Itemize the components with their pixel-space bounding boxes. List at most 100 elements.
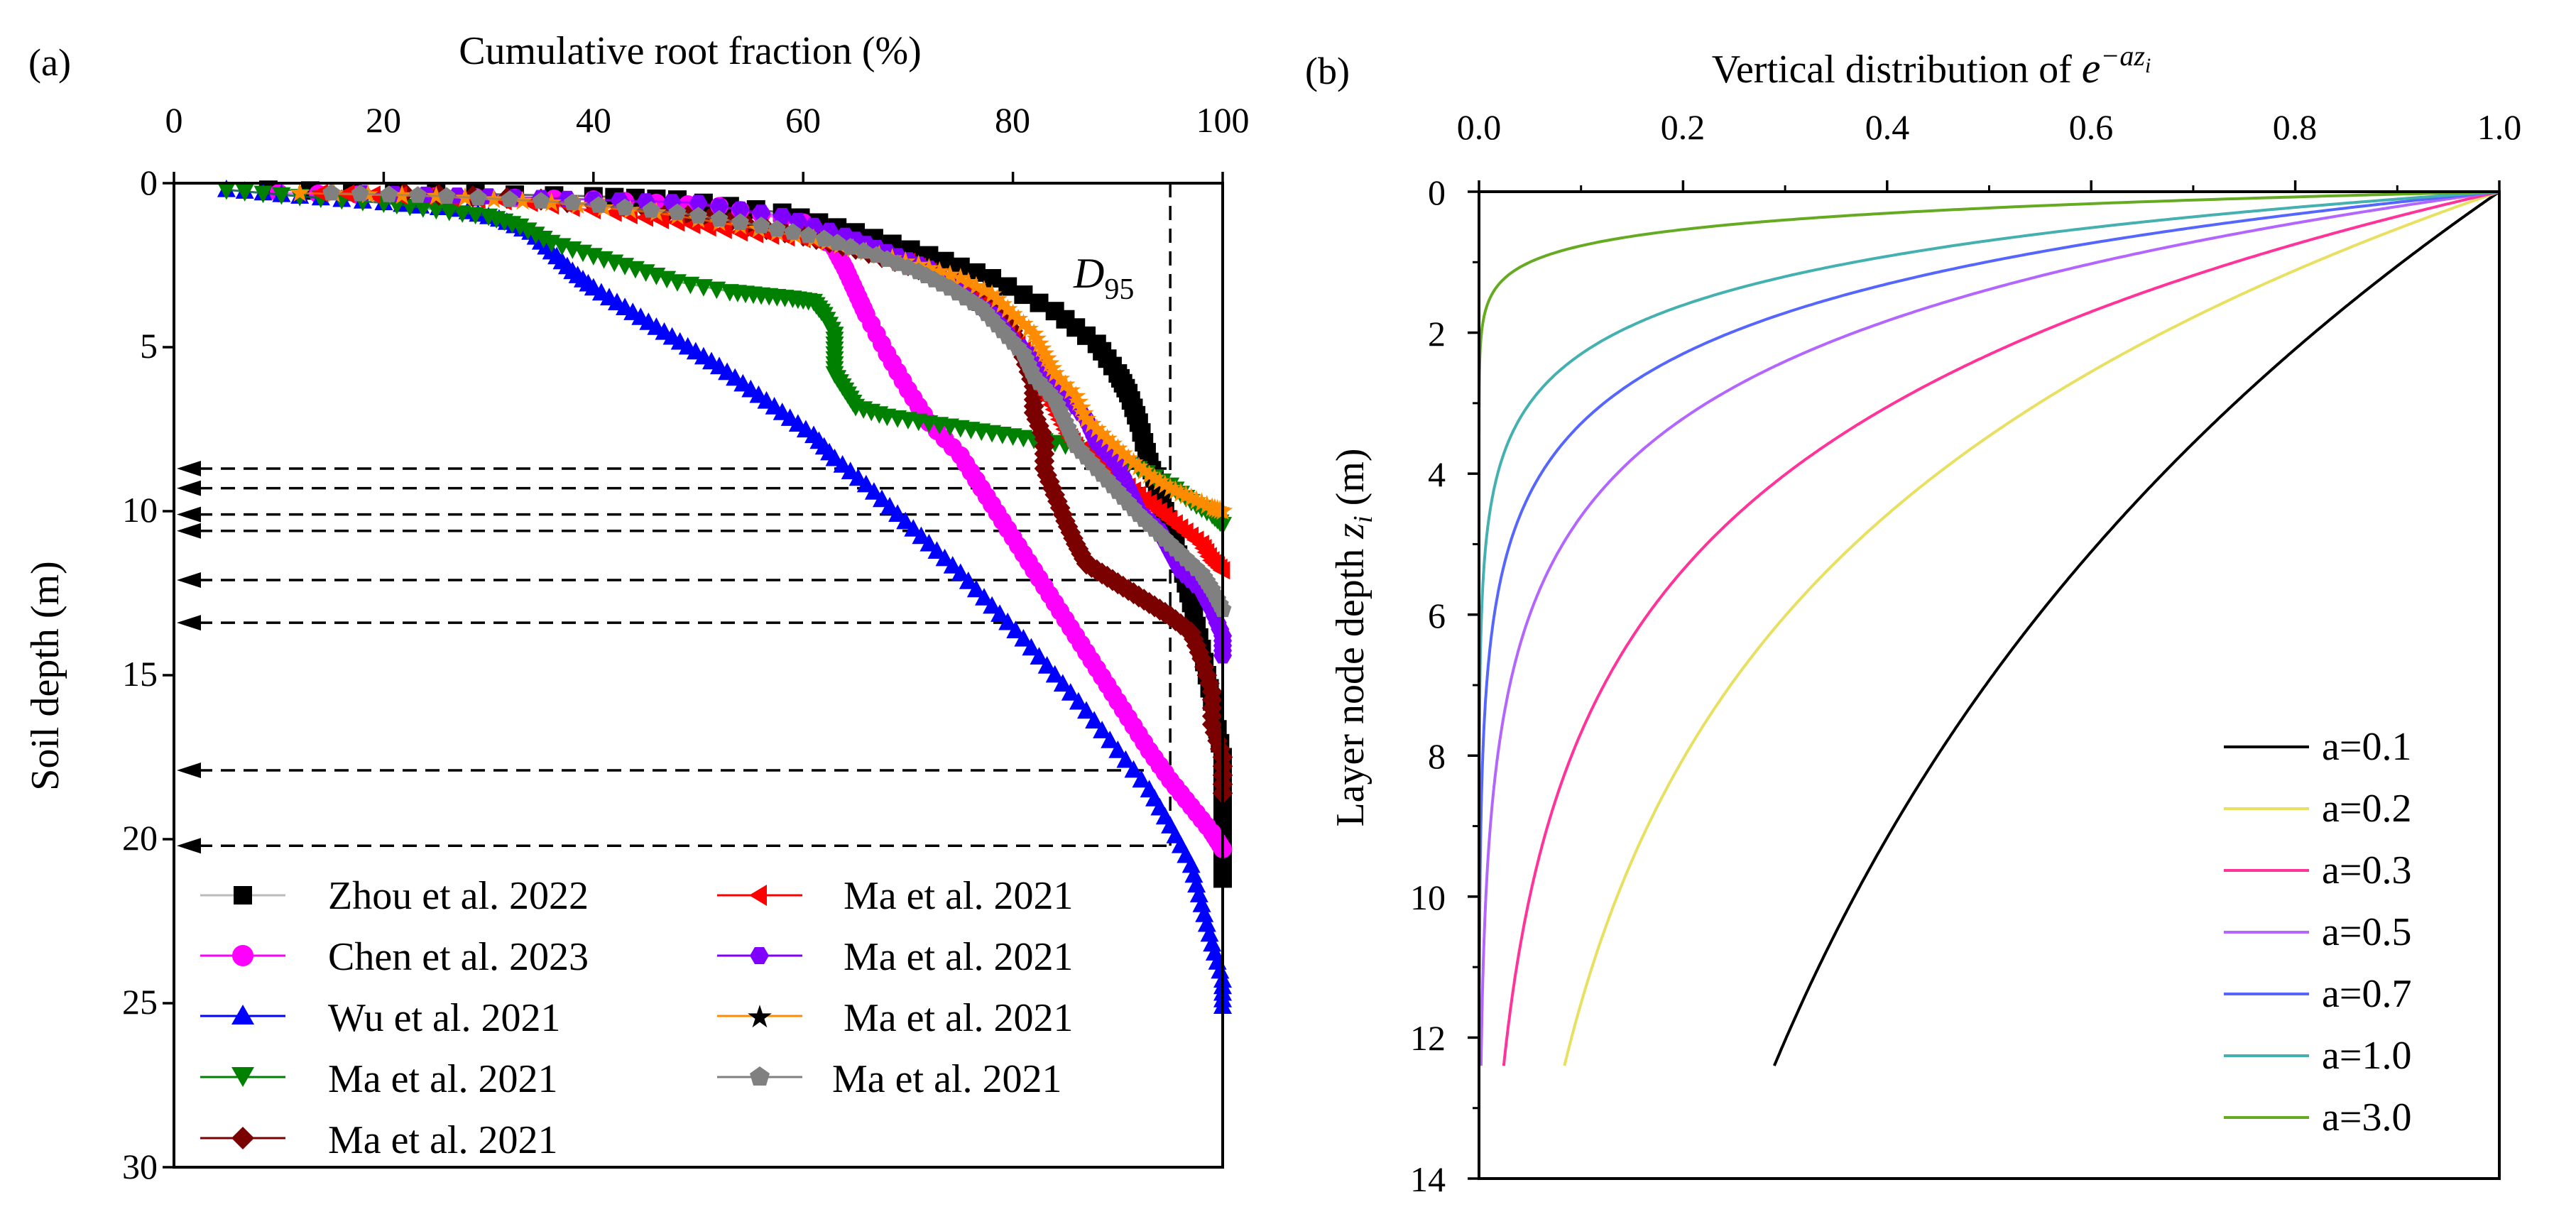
data-point [322,183,340,201]
legend-entry: a=0.2 [2224,787,2411,831]
panel-b-title-sup-sub: i [2145,54,2151,77]
panel-a-xticks: 0 20 40 60 80 100 [165,100,1250,140]
data-point [939,264,961,284]
panel-b-title-text: Vertical distribution of [1712,48,2082,92]
data-point [864,482,883,500]
data-point [1123,452,1144,471]
data-point [1150,471,1170,491]
data-point [1003,303,1023,323]
data-point [1132,770,1151,788]
panel-b: (b) Vertical distribution of e−azi Layer… [1305,40,2521,1199]
data-point [1195,905,1214,922]
legend-marker-triangle-left [749,885,767,906]
data-point [1074,403,1094,422]
data-point [1030,293,1049,312]
legend-label: Zhou et al. 2022 [328,874,589,918]
data-point [681,276,700,295]
data-point [466,207,485,225]
panel-a-ytick-label: 0 [140,163,158,202]
data-point [731,213,749,230]
legend-marker-pentagon [750,1066,770,1086]
panel-a-xtick-label: 20 [366,100,401,140]
data-point [935,548,954,567]
data-point [1184,865,1204,883]
curve-a=0.5 [1479,190,2500,1066]
legend-label: a=0.3 [2322,848,2411,892]
data-point [731,201,750,218]
data-point [1176,485,1196,505]
data-point [1068,391,1089,411]
data-point [1076,408,1097,428]
legend-entry: a=0.7 [2224,972,2411,1016]
data-point [1085,711,1104,729]
data-point [929,261,950,280]
panel-b-ytick-label: 0 [1428,173,1446,212]
panel-b-xtick-label: 0.2 [1661,107,1705,147]
data-point [784,223,802,240]
legend-entry: Chen et al. 2023 [200,935,589,979]
data-point [1045,665,1064,683]
panel-b-ytick-label: 14 [1410,1159,1446,1199]
data-point [951,563,970,581]
data-point [1144,467,1165,487]
data-point [1022,638,1041,656]
legend-entry: Zhou et al. 2022 [200,874,589,918]
data-point [651,211,670,229]
data-point [217,182,236,200]
panel-a-ytick-label: 25 [122,982,158,1022]
data-point [532,192,550,209]
panel-a-xtick-label: 0 [165,100,183,140]
series-line [226,188,1224,525]
panel-b-xticks: 0.0 0.2 0.4 0.6 0.8 1.0 [1457,107,2522,147]
panel-b-ytick-label: 12 [1410,1018,1446,1058]
data-point [966,579,986,598]
panel-a-xtick-label: 60 [785,100,821,140]
data-point [437,187,456,204]
d95-arrowhead [177,838,201,854]
panel-a-yticks: 0 5 10 15 20 25 30 [122,163,158,1186]
panel-b-ytick-label: 8 [1428,736,1446,776]
panel-b-xtick-label: 1.0 [2477,107,2522,147]
legend-label: a=3.0 [2322,1095,2411,1140]
panel-a-ytick-label: 30 [122,1147,158,1186]
panel-a-xtick-label: 80 [995,100,1030,140]
data-point [1118,448,1139,468]
data-point [1181,855,1201,873]
curve-a=0.2 [1563,190,2501,1066]
panel-a-plot [163,172,1233,1169]
panel-b-xtick-label: 0.8 [2273,107,2318,147]
data-point [1191,492,1212,512]
legend-entry: Wu et al. 2021 [200,996,560,1040]
data-point [1192,895,1211,912]
data-point [1097,428,1118,448]
panel-b-yticks: 0 2 4 6 8 10 12 14 [1410,173,1446,1199]
data-point [1124,760,1143,778]
data-point [1159,477,1181,497]
panel-b-legend: a=0.1 a=0.2 a=0.3 a=0.5 a=0.7 a=1.0 [2224,725,2411,1140]
data-point [1077,701,1096,719]
legend-label: Ma et al. 2021 [844,874,1073,918]
panel-b-ylabel-var: z [1328,523,1372,540]
data-point [888,504,907,522]
data-point [1113,443,1133,463]
d95-arrowhead [177,460,201,476]
data-point [501,190,518,207]
data-point [973,280,995,300]
series [269,183,1232,858]
panel-a-xlabel: Cumulative root fraction (%) [459,29,922,73]
data-point [1026,328,1047,348]
data-point [987,289,1008,309]
data-point [1108,438,1128,458]
data-point [958,271,978,291]
data-point [1014,628,1033,647]
data-point [880,496,900,515]
data-point [668,274,687,292]
data-point [689,207,707,224]
data-point [668,203,687,221]
panel-b-title-base: e [2082,45,2101,92]
curve-a=0.7 [1478,190,2500,1066]
data-point [235,184,254,202]
data-point [815,229,834,247]
d95-arrowhead [177,572,201,589]
data-point [1034,343,1055,363]
